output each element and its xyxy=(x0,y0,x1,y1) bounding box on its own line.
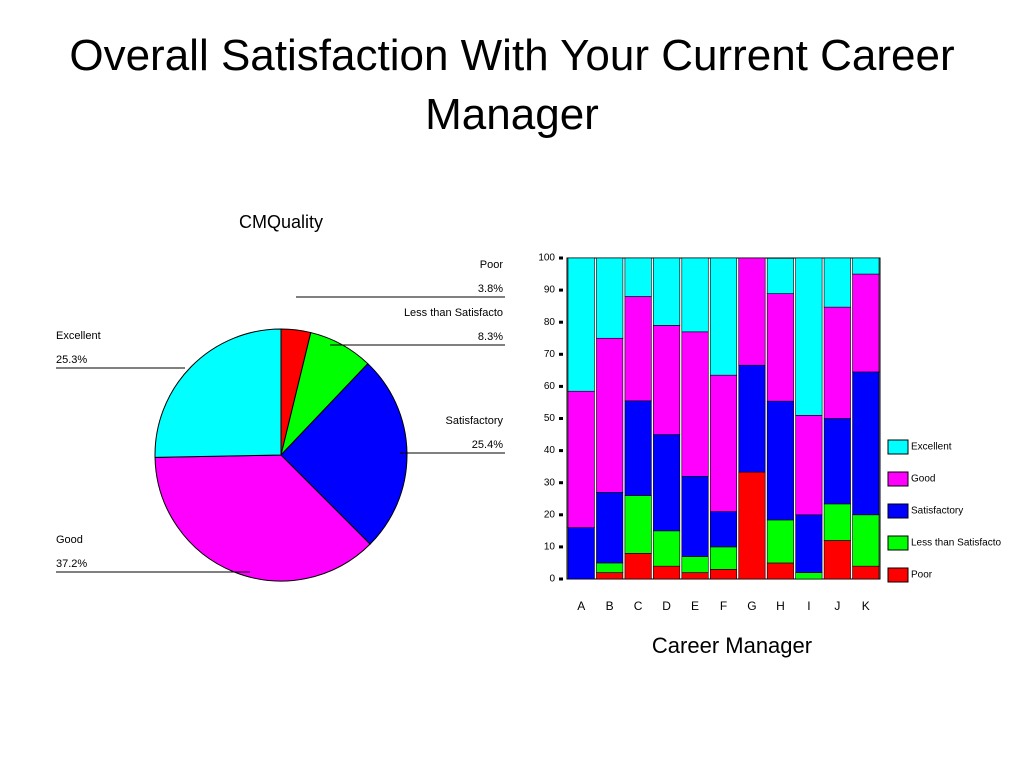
bar-segment xyxy=(653,530,681,567)
bar-segment xyxy=(567,390,595,528)
bar-segment xyxy=(766,258,794,294)
y-tick-label: 100 xyxy=(538,253,555,264)
legend-swatch xyxy=(887,439,909,455)
pie-title: CMQuality xyxy=(239,212,323,232)
y-tick-label: 70 xyxy=(544,349,556,360)
bar-segment xyxy=(709,374,738,512)
x-tick-label: C xyxy=(634,599,643,613)
y-tick-label: 60 xyxy=(544,381,556,392)
bar-segment xyxy=(681,257,709,333)
bar-segment xyxy=(653,434,681,532)
slice-value-label: 37.2% xyxy=(56,558,87,570)
bar-segment xyxy=(823,540,851,580)
bar-segment xyxy=(653,565,681,580)
bar-segment xyxy=(624,296,652,402)
slice-label: Good xyxy=(56,534,83,546)
x-tick-label: K xyxy=(862,599,870,613)
bar-segment xyxy=(709,546,738,570)
bar-segment xyxy=(596,572,624,580)
bar-segment xyxy=(852,273,880,373)
bar-segment xyxy=(681,556,709,573)
x-tick-label: D xyxy=(662,599,671,613)
bar-segment xyxy=(709,569,738,580)
bar-segment xyxy=(653,257,681,326)
y-tick-label: 50 xyxy=(544,413,556,424)
bar-segment xyxy=(681,331,709,477)
bar-segment xyxy=(766,293,794,402)
bar-segment xyxy=(852,514,880,567)
bar-segment xyxy=(852,257,880,275)
slice-value-label: 3.8% xyxy=(478,283,503,295)
bar-segment xyxy=(738,364,766,473)
x-axis-label: Career Manager xyxy=(652,633,812,658)
bar-segment xyxy=(567,257,595,392)
legend-label: Poor xyxy=(911,570,933,581)
y-tick-label: 80 xyxy=(544,317,556,328)
bar-segment xyxy=(681,475,709,557)
slice-value-label: 8.3% xyxy=(478,331,503,343)
x-tick-label: G xyxy=(747,599,756,613)
slice-label: Excellent xyxy=(56,330,101,342)
slice-value-label: 25.3% xyxy=(56,354,87,366)
legend-swatch xyxy=(887,567,909,583)
y-tick-label: 90 xyxy=(544,285,556,296)
bar-segment xyxy=(852,371,880,516)
bar-segment xyxy=(596,257,624,339)
legend-swatch xyxy=(887,535,909,551)
bar-segment xyxy=(596,562,624,573)
bar-segment xyxy=(624,495,652,554)
x-tick-label: I xyxy=(807,599,810,613)
bar-segment xyxy=(624,257,652,297)
bar-segment xyxy=(823,503,851,541)
pie-slice xyxy=(154,328,282,458)
y-tick-label: 0 xyxy=(549,574,555,585)
y-tick-label: 10 xyxy=(544,542,556,553)
y-tick-label: 30 xyxy=(544,477,556,488)
bar-segment xyxy=(738,257,766,366)
bar-segment xyxy=(709,511,738,548)
bar-segment xyxy=(624,553,652,580)
slice-value-label: 25.4% xyxy=(472,439,503,451)
legend-label: Less than Satisfacto xyxy=(911,538,1001,549)
bar-segment xyxy=(795,257,823,416)
bar-segment xyxy=(823,257,851,308)
y-tick-label: 20 xyxy=(544,509,556,520)
bar-segment xyxy=(823,306,851,419)
bar-segment xyxy=(823,418,851,505)
x-tick-label: J xyxy=(834,599,840,613)
legend-label: Satisfactory xyxy=(911,506,963,517)
bar-segment xyxy=(766,562,794,580)
x-tick-label: A xyxy=(577,599,585,613)
bar-segment xyxy=(795,572,823,580)
x-tick-label: B xyxy=(606,599,614,613)
bar-segment xyxy=(766,400,794,521)
legend-swatch xyxy=(887,471,909,487)
bar-segment xyxy=(738,471,766,580)
bar-segment xyxy=(653,325,681,435)
legend-label: Good xyxy=(911,474,935,485)
bar-segment xyxy=(766,519,794,564)
slide-title: Overall Satisfaction With Your Current C… xyxy=(69,31,955,139)
slice-label: Satisfactory xyxy=(446,415,504,427)
bar-segment xyxy=(795,514,823,573)
x-tick-label: E xyxy=(691,599,699,613)
legend-label: Excellent xyxy=(911,442,952,453)
slice-label: Poor xyxy=(480,259,504,271)
bar-segment xyxy=(596,492,624,564)
x-tick-label: F xyxy=(720,599,727,613)
bar-segment xyxy=(852,565,880,580)
bar-segment xyxy=(795,414,823,516)
bar-segment xyxy=(596,337,624,493)
bar-segment xyxy=(624,400,652,496)
bar-segment xyxy=(681,572,709,580)
bar-segment xyxy=(709,257,738,376)
legend-swatch xyxy=(887,503,909,519)
bar-segment xyxy=(567,527,595,580)
slice-label: Less than Satisfacto xyxy=(404,307,503,319)
x-tick-label: H xyxy=(776,599,785,613)
y-tick-label: 40 xyxy=(544,445,556,456)
